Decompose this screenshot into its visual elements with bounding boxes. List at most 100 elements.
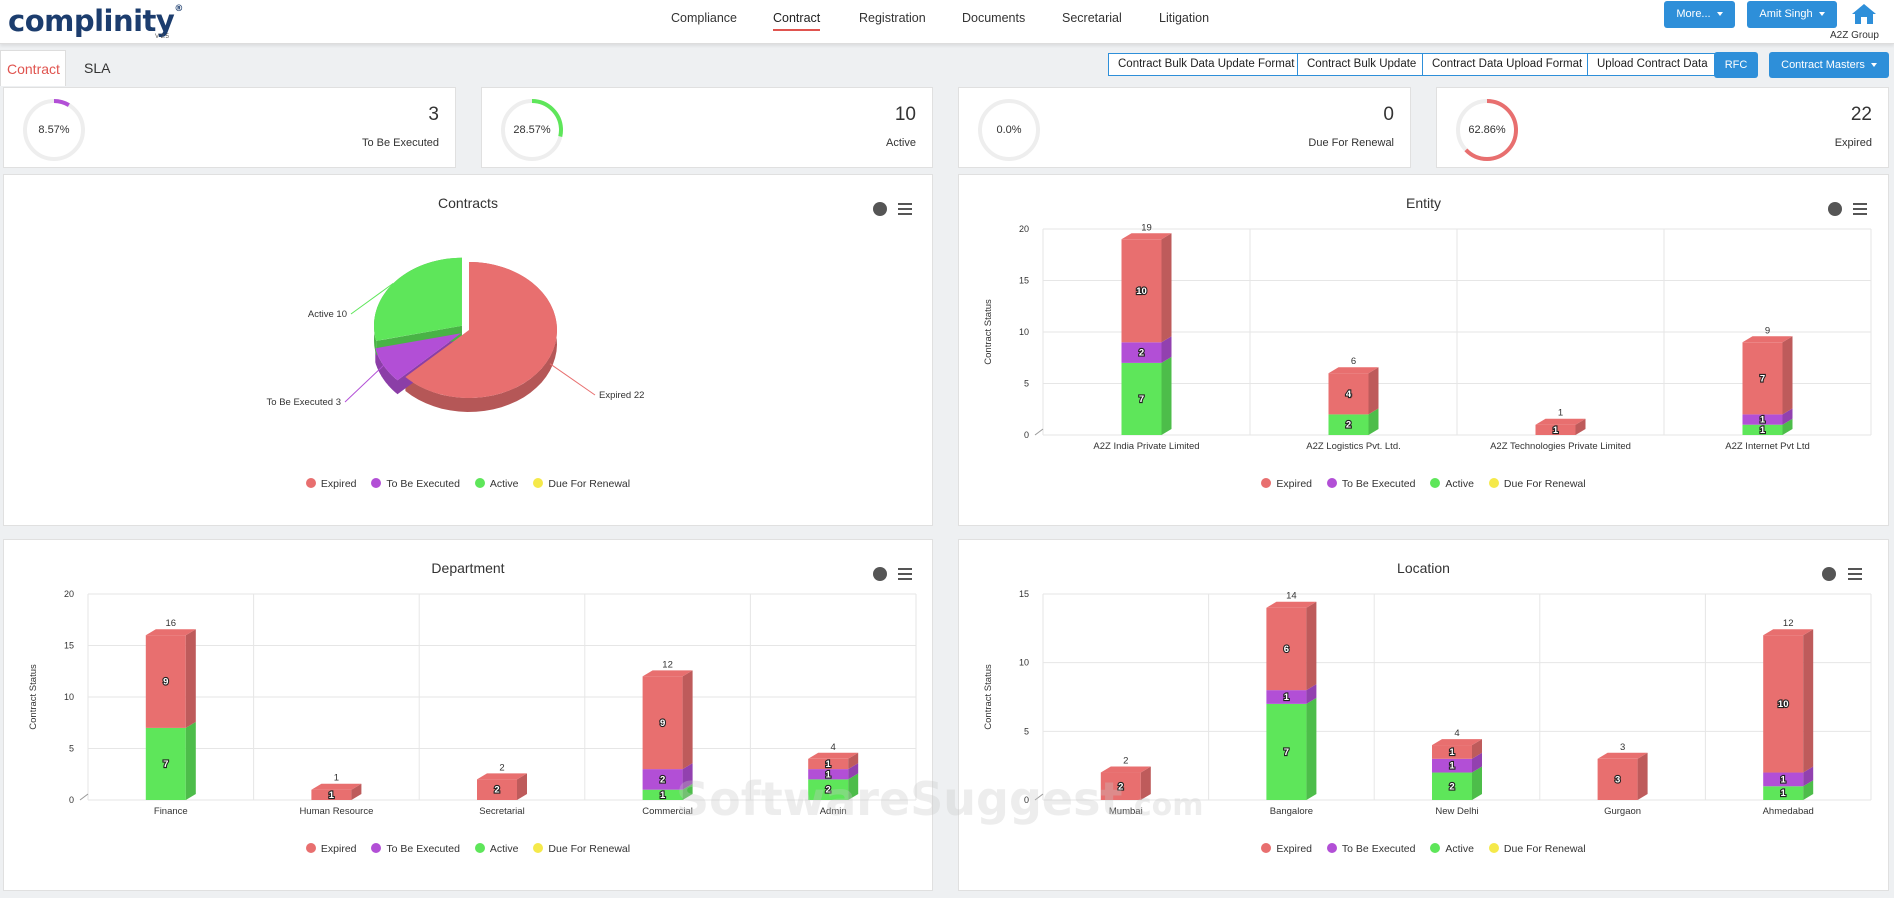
bulk-data-update-format-button[interactable]: Contract Bulk Data Update Format: [1108, 53, 1305, 76]
user-name: Amit Singh: [1759, 8, 1813, 20]
legend-item-active[interactable]: Active: [1430, 843, 1474, 855]
pie-slice-side: [405, 262, 557, 412]
bar-segment-expired: [1100, 772, 1141, 800]
legend-item-active[interactable]: Active: [1430, 478, 1474, 490]
bar-segment-side-expired: [1472, 739, 1482, 759]
chart-menu-icon[interactable]: [898, 203, 912, 215]
nav-litigation[interactable]: Litigation: [1159, 11, 1210, 25]
nav-documents[interactable]: Documents: [962, 11, 1026, 25]
legend-label: Due For Renewal: [548, 843, 631, 855]
bar-segment-active: [1432, 772, 1472, 800]
bar-data-label: 1: [1284, 692, 1290, 703]
home-icon[interactable]: [1850, 2, 1878, 26]
bar-segment-side-active: [1782, 418, 1793, 435]
legend-item-to-be-executed[interactable]: To Be Executed: [1326, 478, 1415, 490]
bar-segment-active: [1121, 362, 1162, 435]
legend-item-to-be-executed[interactable]: To Be Executed: [371, 843, 460, 855]
bar-segment-expired: [808, 758, 849, 770]
legend-item-to-be-executed[interactable]: To Be Executed: [1326, 843, 1415, 855]
rfc-button[interactable]: RFC: [1714, 52, 1758, 78]
legend-marker: [474, 843, 485, 853]
legend-item-due-for-renewal[interactable]: Due For Renewal: [533, 843, 630, 855]
legend-item-active[interactable]: Active: [474, 478, 519, 490]
bar-segment-to-be-executed: [1432, 758, 1472, 773]
stat-value: 22: [1850, 104, 1872, 125]
bar-segment-expired: [1432, 745, 1472, 759]
legend-item-expired[interactable]: Expired: [305, 843, 357, 855]
data-upload-format-button[interactable]: Contract Data Upload Format: [1422, 53, 1593, 76]
department-chart-panel: Department 0 5 10 15 20 Contract Status 7 9 16 Fi…: [3, 539, 933, 891]
legend-marker: [1430, 843, 1441, 853]
bar-segment-side-active: [1803, 780, 1814, 800]
contract-masters-label: Contract Masters: [1781, 59, 1865, 71]
tab-contract[interactable]: Contract: [0, 50, 66, 86]
x-tick-label: A2Z India Private Limited: [1093, 441, 1199, 452]
bar-segment-side-expired: [1637, 752, 1648, 800]
legend-item-due-for-renewal[interactable]: Due For Renewal: [1488, 843, 1586, 855]
nav-secretarial[interactable]: Secretarial: [1062, 11, 1122, 25]
pie-label-connector: [350, 282, 394, 315]
bulk-update-button[interactable]: Contract Bulk Update: [1297, 53, 1427, 76]
bar-segment-to-be-executed: [1763, 772, 1804, 787]
bar-data-label: 2: [494, 785, 499, 796]
pie-label-connector: [549, 363, 596, 396]
bar-segment-expired: [1535, 424, 1576, 435]
logo[interactable]: complinity®: [8, 4, 183, 38]
bar-data-label: 1: [1553, 425, 1559, 436]
axis-floor: [1034, 793, 1044, 801]
x-tick-label: Secretarial: [479, 806, 524, 817]
legend-marker: [474, 478, 485, 488]
y-tick-label: 10: [1019, 327, 1029, 337]
legend-item-expired[interactable]: Expired: [1261, 843, 1312, 855]
bar-segment-side-expired: [1803, 629, 1814, 773]
y-tick-label: 15: [64, 641, 74, 651]
legend-item-due-for-renewal[interactable]: Due For Renewal: [1488, 478, 1586, 490]
nav-registration[interactable]: Registration: [859, 11, 926, 25]
chart-options-dot-icon[interactable]: [1828, 202, 1842, 216]
legend-item-expired[interactable]: Expired: [305, 478, 357, 490]
bar-segment-side-to-be-executed: [1306, 684, 1317, 704]
bar-top-face: [1121, 233, 1172, 240]
top-header: complinity® V 2.5 Compliance Contract Re…: [0, 0, 1894, 44]
chart-title: Location: [1397, 560, 1450, 576]
more-dropdown-button[interactable]: More...: [1664, 1, 1735, 28]
legend-label: Active: [489, 478, 519, 490]
bar-total-label: 12: [1783, 618, 1794, 629]
progress-ring: [1456, 99, 1518, 161]
bar-segment-expired: [1597, 758, 1638, 800]
chart-menu-icon[interactable]: [898, 568, 912, 580]
legend-item-to-be-executed[interactable]: To Be Executed: [371, 478, 460, 490]
x-tick-label: Bangalore: [1270, 806, 1313, 817]
bar-data-label: 7: [1284, 747, 1289, 758]
legend-label: Due For Renewal: [1503, 478, 1586, 490]
bar-data-label: 1: [1449, 747, 1455, 758]
chart-options-dot-icon[interactable]: [873, 567, 887, 581]
legend-marker: [1326, 843, 1337, 853]
upload-contract-data-button[interactable]: Upload Contract Data: [1587, 53, 1718, 76]
bar-segment-side-to-be-executed: [1803, 766, 1814, 787]
bar-data-label: 1: [826, 769, 832, 780]
contract-masters-button[interactable]: Contract Masters: [1769, 52, 1889, 78]
nav-compliance[interactable]: Compliance: [671, 11, 738, 25]
bar-segment-side-active: [1161, 356, 1172, 435]
chart-options-dot-icon[interactable]: [1822, 567, 1836, 581]
stat-label: Active: [886, 137, 916, 149]
user-dropdown-button[interactable]: Amit Singh: [1747, 1, 1837, 28]
bar-total-label: 1: [334, 773, 339, 784]
bar-top-face: [1763, 629, 1814, 636]
stat-value: 0: [1383, 104, 1394, 125]
legend-item-due-for-renewal[interactable]: Due For Renewal: [533, 478, 630, 490]
chart-menu-icon[interactable]: [1848, 568, 1862, 580]
bar-segment-expired: [145, 635, 186, 728]
bar-segment-active: [808, 779, 849, 800]
tab-sla[interactable]: SLA: [84, 60, 111, 76]
legend-item-expired[interactable]: Expired: [1261, 478, 1312, 490]
y-axis-title: Contract Status: [983, 664, 994, 730]
chart-options-dot-icon[interactable]: [873, 202, 887, 216]
chart-legend: Expired To Be Executed Active Due For Re…: [4, 843, 932, 855]
chart-menu-icon[interactable]: [1853, 203, 1867, 215]
y-tick-label: 20: [1019, 224, 1029, 234]
progress-ring-fill: [23, 99, 85, 161]
nav-contract[interactable]: Contract: [773, 11, 821, 31]
legend-item-active[interactable]: Active: [474, 843, 518, 855]
